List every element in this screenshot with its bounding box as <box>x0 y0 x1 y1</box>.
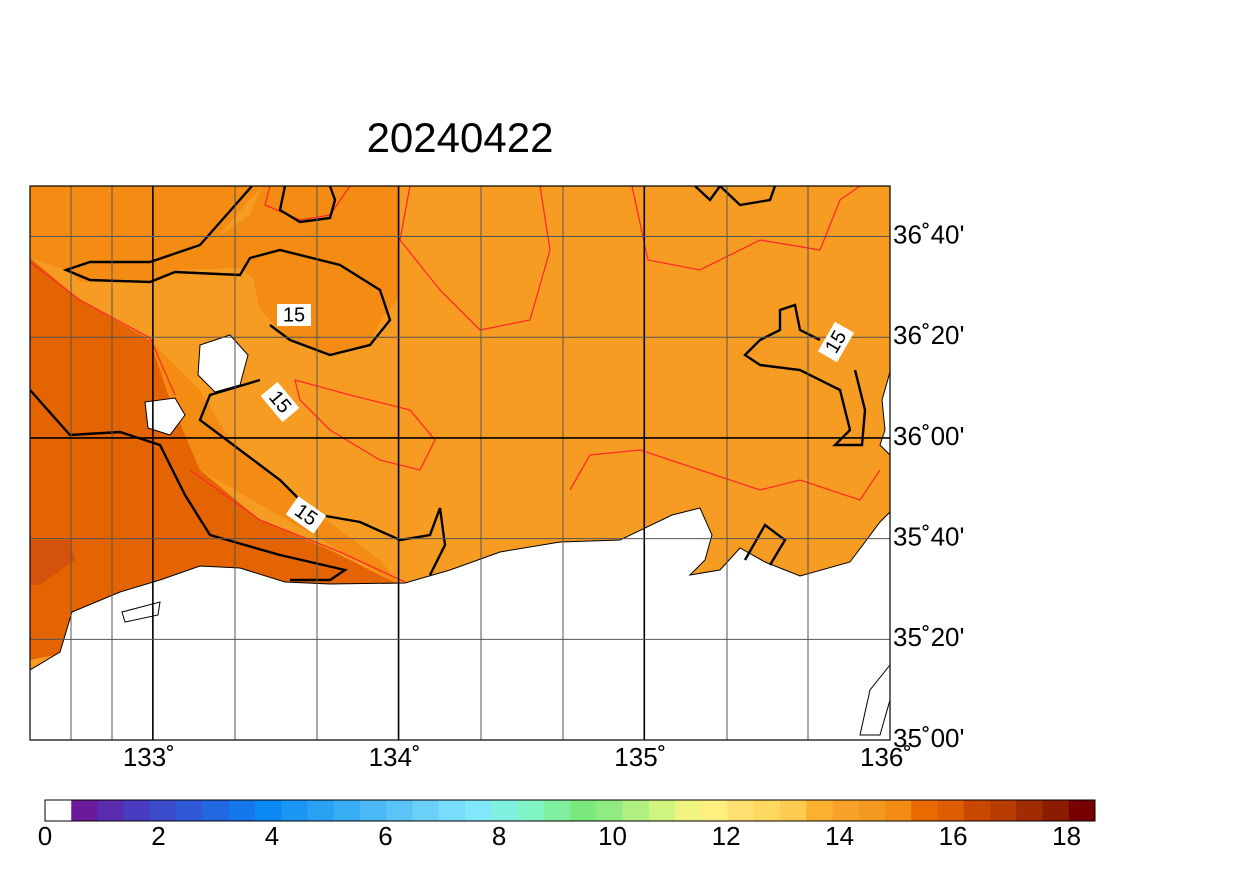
sea-warmest <box>30 540 75 585</box>
colorbar-tick-label: 14 <box>825 821 854 851</box>
sea-warm <box>30 258 400 660</box>
colorbar-swatch <box>123 800 151 821</box>
contour-label-box <box>817 321 855 363</box>
colorbar-swatch <box>911 800 938 821</box>
colorbar-tick-label: 10 <box>598 821 627 851</box>
colorbar-swatch <box>727 800 755 821</box>
colorbar-swatch <box>228 800 256 821</box>
colorbar-tick-label: 4 <box>265 821 279 851</box>
colorbar-swatch <box>543 800 571 821</box>
colorbar-swatch <box>858 800 886 821</box>
colorbar-swatch <box>622 800 650 821</box>
colorbar-swatch <box>438 800 466 821</box>
colorbar-swatch <box>360 800 387 821</box>
contour-label-box <box>285 496 327 534</box>
colorbar-swatch <box>780 800 807 821</box>
colorbar-swatch <box>307 800 335 821</box>
colorbar-swatch <box>412 800 440 821</box>
lat-tick-label: 36˚20' <box>893 320 964 350</box>
colorbar-swatch <box>885 800 912 821</box>
lake <box>121 601 161 623</box>
lon-tick-label: 134˚ <box>369 742 421 772</box>
lon-tick-label: 133˚ <box>123 742 175 772</box>
map-title: 20240422 <box>367 114 554 161</box>
colorbar-swatch <box>45 800 72 821</box>
colorbar-swatch <box>333 800 361 821</box>
colorbar-swatch <box>753 800 781 821</box>
colorbar-swatch <box>963 800 991 821</box>
contour-label-box <box>277 304 311 326</box>
colorbar-swatch <box>517 800 545 821</box>
lon-tick-label: 136˚ <box>860 742 912 772</box>
sea-medium <box>30 186 262 275</box>
colorbar-swatch <box>281 800 308 821</box>
colorbar-swatch <box>1068 800 1096 821</box>
colorbar-frame <box>44 799 1096 822</box>
colorbar-tick-label: 8 <box>492 821 506 851</box>
colorbar-tick-label: 0 <box>38 821 52 851</box>
colorbar-swatch <box>465 800 492 821</box>
map-field <box>30 186 890 740</box>
colorbar-swatch <box>937 800 965 821</box>
lon-tick-label: 135˚ <box>614 742 666 772</box>
colorbar-swatch <box>990 800 1017 821</box>
lat-tick-label: 36˚40' <box>893 219 964 249</box>
colorbar-swatch <box>701 800 728 821</box>
colorbar-swatch <box>596 800 623 821</box>
colorbar-swatch <box>675 800 702 821</box>
coast <box>859 664 890 736</box>
colorbar-swatch <box>1042 800 1070 821</box>
minor-grid <box>70 186 809 740</box>
map-frame <box>29 185 891 741</box>
colorbar-tick-label: 2 <box>151 821 165 851</box>
lat-tick-label: 36˚00' <box>893 421 964 451</box>
island <box>144 397 186 436</box>
colorbar-tick-label: 6 <box>378 821 392 851</box>
colorbar-swatch <box>255 800 282 821</box>
grid <box>30 186 890 740</box>
contour-label: 15 <box>277 304 311 326</box>
sea-medium <box>150 340 400 585</box>
colorbar-swatch <box>386 800 413 821</box>
colorbar-swatch <box>806 800 833 821</box>
lat-tick-label: 35˚40' <box>893 521 964 551</box>
colorbar-tick-label: 18 <box>1052 821 1081 851</box>
colorbar-swatch <box>648 800 676 821</box>
lat-tick-label: 35˚00' <box>893 723 964 753</box>
colorbar-swatch <box>832 800 860 821</box>
colorbar-tick-label: 12 <box>712 821 741 851</box>
colorbar-swatch <box>202 800 230 821</box>
contour-label-text: 15 <box>283 304 305 326</box>
colorbar-swatch <box>1016 800 1043 821</box>
colorbar-swatch <box>176 800 203 821</box>
colorbar-swatch <box>97 800 125 821</box>
land <box>30 507 890 740</box>
colorbar-tick-label: 16 <box>939 821 968 851</box>
lat-tick-label: 35˚20' <box>893 622 964 652</box>
isotherm-thin <box>30 186 881 583</box>
colorbar-swatch <box>150 800 177 821</box>
colorbar: 0 2 4 6 8 10 12 14 16 18 <box>38 799 1096 851</box>
isotherm-15 <box>30 186 867 582</box>
colorbar-swatch <box>71 800 98 821</box>
contour-label-box <box>260 381 300 423</box>
colorbar-swatch <box>491 800 518 821</box>
colorbar-swatch <box>570 800 597 821</box>
